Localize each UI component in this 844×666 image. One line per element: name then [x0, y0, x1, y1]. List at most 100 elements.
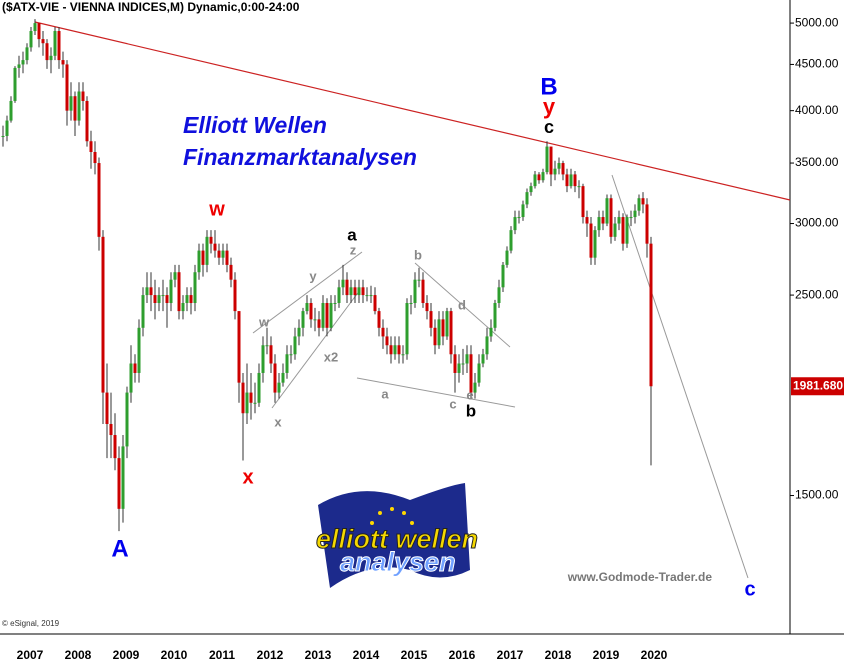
- wave-label: w: [208, 198, 225, 220]
- candle-body: [329, 303, 333, 328]
- wave-label: e: [466, 387, 473, 402]
- logo-text: elliott wellen: [316, 524, 478, 554]
- candle-body: [113, 435, 117, 459]
- channel-line: [252, 251, 363, 334]
- candle-body: [613, 223, 617, 237]
- candle-body: [621, 217, 625, 244]
- x-tick-label: 2007: [17, 648, 44, 662]
- candle-body: [545, 146, 549, 173]
- candle-body: [489, 327, 493, 337]
- last-price-box: [791, 377, 844, 396]
- y-tick-label: 5000.00: [795, 15, 839, 29]
- candle-body: [273, 363, 277, 393]
- candle-body: [345, 279, 349, 296]
- candle-body: [421, 279, 425, 304]
- candle-body: [389, 345, 393, 355]
- x-tick-label: 2009: [113, 648, 140, 662]
- candle-body: [297, 327, 301, 337]
- candle-body: [265, 345, 269, 347]
- wave-label: c: [544, 117, 554, 137]
- x-tick-label: 2019: [593, 648, 620, 662]
- candle-body: [213, 243, 217, 251]
- candle-body: [229, 264, 233, 280]
- wave-label: c: [449, 396, 456, 411]
- candle-body: [153, 295, 157, 304]
- candle-body: [449, 311, 453, 355]
- candle-body: [125, 392, 129, 447]
- candle-body: [269, 345, 273, 364]
- candle-body: [277, 382, 281, 393]
- candle-body: [501, 264, 505, 288]
- candle-body: [433, 327, 437, 346]
- candle-body: [33, 23, 37, 32]
- candle-body: [21, 60, 25, 65]
- candle-body: [533, 174, 537, 187]
- candle-body: [237, 311, 241, 383]
- headline: Elliott Wellen: [183, 112, 327, 138]
- candle-body: [61, 60, 65, 65]
- candle-body: [157, 295, 161, 304]
- wave-label: x2: [324, 349, 338, 364]
- y-tick-label: 1500.00: [795, 488, 839, 502]
- candle-body: [89, 141, 93, 152]
- candle-body: [337, 287, 341, 304]
- candle-body: [25, 47, 29, 61]
- candle-body: [429, 311, 433, 328]
- candle-body: [625, 217, 629, 244]
- wave-label: c: [744, 578, 755, 600]
- y-tick-label: 2500.00: [795, 287, 839, 301]
- wave-label: z: [350, 242, 357, 257]
- wave-label: x: [242, 466, 253, 488]
- candle-body: [261, 345, 265, 373]
- candle-body: [321, 303, 325, 328]
- candle-body: [569, 174, 573, 187]
- candle-body: [393, 345, 397, 355]
- candle-body: [633, 210, 637, 218]
- candle-body: [109, 423, 113, 436]
- candle-body: [253, 402, 257, 404]
- candle-body: [137, 327, 141, 373]
- candle-body: [177, 272, 181, 312]
- candle-body: [313, 319, 317, 321]
- candle-body: [601, 217, 605, 224]
- chart-title: ($ATX-VIE - VIENNA INDICES,M) Dynamic,0:…: [2, 0, 300, 14]
- candle-body: [349, 287, 353, 296]
- candle-body: [37, 23, 41, 40]
- y-tick-label: 4000.00: [795, 103, 839, 117]
- candle-body: [241, 382, 245, 414]
- source: www.Godmode-Trader.de: [567, 570, 713, 584]
- candle-body: [101, 236, 105, 393]
- candle-body: [189, 295, 193, 304]
- channel-line: [356, 377, 516, 408]
- candle-body: [289, 354, 293, 356]
- candle-body: [41, 39, 45, 44]
- x-tick-label: 2012: [257, 648, 284, 662]
- wave-label: b: [414, 247, 422, 262]
- trend-line: [34, 21, 791, 201]
- wave-label: a: [381, 386, 389, 401]
- candle-body: [117, 458, 121, 509]
- target-line: [611, 174, 749, 579]
- wave-label: x: [274, 414, 282, 429]
- candle-body: [145, 287, 149, 296]
- candle-body: [133, 363, 137, 373]
- candle-body: [541, 172, 545, 181]
- candle-body: [29, 31, 33, 48]
- candle-body: [149, 287, 153, 296]
- candle-body: [485, 336, 489, 355]
- candle-body: [565, 174, 569, 187]
- candle-body: [65, 64, 69, 111]
- candle-body: [465, 354, 469, 364]
- candle-body: [13, 67, 17, 101]
- candle-body: [205, 236, 209, 265]
- candle-body: [521, 204, 525, 218]
- candle-body: [185, 295, 189, 304]
- candle-body: [385, 336, 389, 346]
- candle-body: [285, 354, 289, 373]
- candle-body: [49, 55, 53, 61]
- candle-body: [221, 250, 225, 258]
- candle-body: [649, 243, 653, 387]
- candle-body: [369, 295, 373, 297]
- candle-body: [641, 198, 645, 205]
